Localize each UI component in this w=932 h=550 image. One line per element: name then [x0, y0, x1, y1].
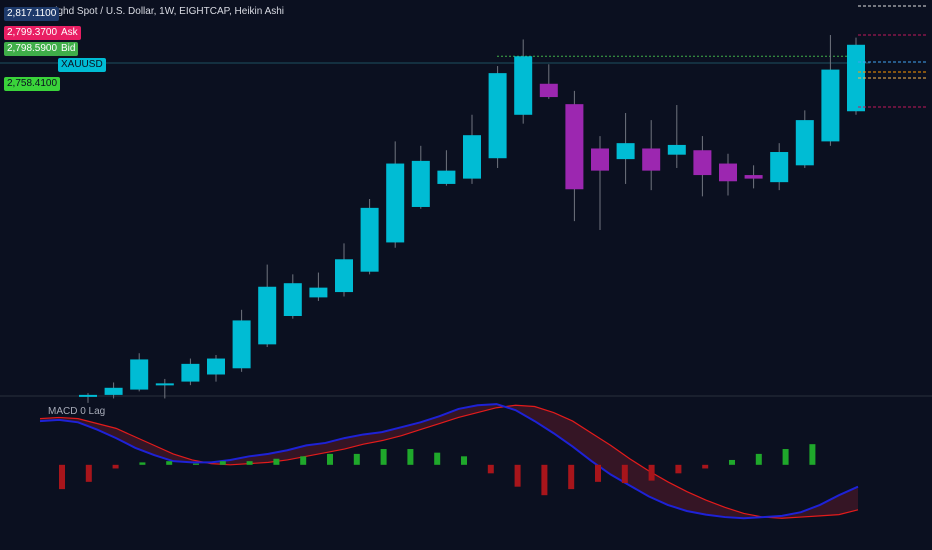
- macd-histogram-bar: [675, 464, 682, 474]
- macd-histogram-bar: [407, 449, 414, 465]
- ask-label-tag: Ask: [58, 26, 81, 40]
- candle-body: [258, 286, 277, 345]
- macd-histogram-bar: [514, 464, 521, 487]
- candle-body: [616, 143, 635, 160]
- signal-line: [39, 404, 859, 519]
- candle-body: [104, 387, 123, 395]
- bid-value-tag: 2,798.5900: [4, 42, 61, 56]
- candle-body: [693, 150, 712, 176]
- macd-histogram-bar: [353, 453, 360, 465]
- macd-histogram-bar: [273, 458, 280, 465]
- ask-value-tag: 2,799.3700: [4, 26, 61, 40]
- macd-histogram-bar: [541, 464, 548, 496]
- macd-histogram-bar: [487, 464, 494, 474]
- candle-body: [591, 148, 609, 171]
- macd-histogram-bar: [59, 464, 65, 490]
- macd-histogram-bar: [461, 456, 467, 465]
- macd-histogram-bar: [595, 464, 601, 482]
- macd-histogram-bar: [246, 461, 253, 465]
- symbol-tag: XAUUSD: [58, 58, 106, 72]
- macd-histogram-bar: [112, 464, 119, 469]
- candle-body: [795, 120, 814, 166]
- candle-body: [309, 287, 328, 298]
- candle-body: [821, 69, 840, 142]
- candle-body: [565, 104, 584, 190]
- candle-body: [181, 363, 200, 382]
- last-price-tag: 2,817.1100: [4, 7, 60, 21]
- candle-body: [386, 163, 405, 243]
- current-price-tag: 2,758.4100: [4, 77, 61, 91]
- macd-histogram-bar: [139, 462, 146, 465]
- macd-histogram-bar: [782, 449, 789, 465]
- candle-body: [207, 358, 225, 375]
- candle-body: [667, 144, 686, 155]
- macd-label: MACD 0 Lag: [48, 406, 106, 417]
- macd-line: [39, 403, 859, 520]
- candle-body: [360, 207, 379, 272]
- macd-histogram-bar: [166, 461, 173, 465]
- macd-histogram-bar: [621, 464, 628, 484]
- candle-body: [770, 152, 789, 183]
- chart-title: Highd Spot / U.S. Dollar, 1W, EIGHTCAP, …: [48, 6, 285, 17]
- candle-body: [539, 83, 558, 98]
- candle-body: [719, 163, 737, 182]
- macd-histogram-bar: [219, 461, 226, 465]
- candle-body: [283, 283, 302, 316]
- macd-histogram-bar: [327, 453, 333, 465]
- candle-body: [847, 44, 865, 112]
- macd-histogram-bar: [648, 464, 655, 481]
- candle-body: [130, 359, 149, 390]
- macd-fill: [40, 404, 858, 519]
- macd-histogram-bar: [755, 453, 762, 465]
- macd-histogram-bar: [568, 464, 575, 490]
- candle-body: [488, 73, 507, 159]
- candle-body: [79, 394, 97, 397]
- candle-body: [744, 175, 763, 179]
- candle-body: [411, 160, 430, 207]
- macd-histogram-bar: [729, 459, 735, 465]
- macd-histogram-bar: [380, 449, 387, 465]
- candle-body: [463, 135, 481, 179]
- macd-histogram-bar: [193, 463, 199, 465]
- candle-body: [335, 259, 353, 293]
- candle-body: [514, 56, 533, 115]
- macd-histogram-bar: [809, 444, 816, 465]
- bid-label-tag: Bid: [58, 42, 79, 56]
- macd-histogram-bar: [85, 464, 92, 482]
- candle-body: [642, 148, 661, 171]
- candle-body: [155, 383, 174, 386]
- candle-body: [232, 320, 251, 369]
- candle-body: [437, 170, 456, 184]
- macd-histogram-bar: [702, 464, 709, 469]
- macd-histogram-bar: [300, 456, 307, 465]
- macd-histogram-bar: [434, 452, 441, 465]
